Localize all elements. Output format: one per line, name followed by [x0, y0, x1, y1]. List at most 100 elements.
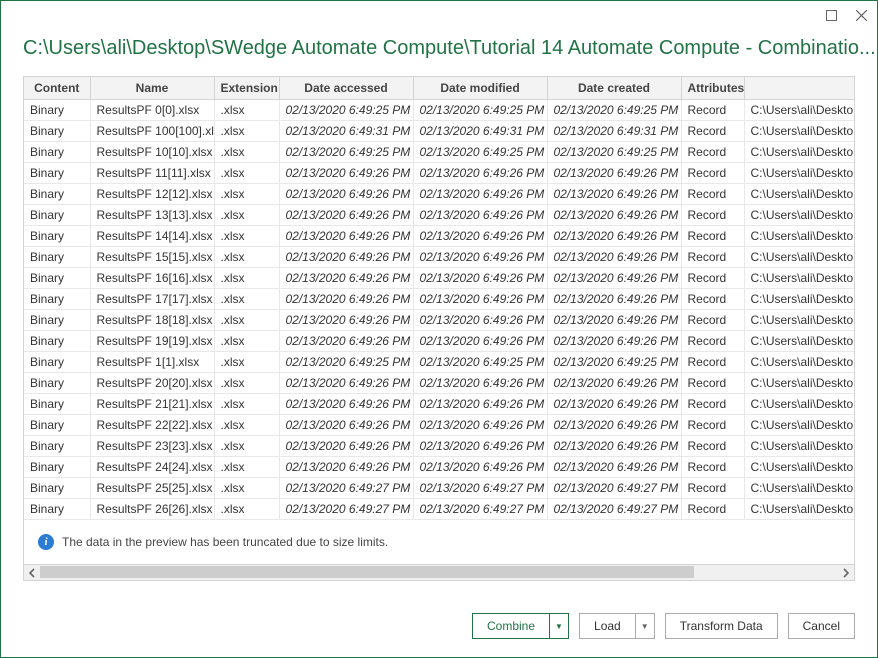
cell-path: C:\Users\ali\Deskto [744, 352, 854, 373]
cell-date-modified: 02/13/2020 6:49:26 PM [413, 289, 547, 310]
table-row[interactable]: BinaryResultsPF 22[22].xlsx.xlsx02/13/20… [24, 415, 854, 436]
cell-attributes: Record [681, 373, 744, 394]
load-button[interactable]: Load [579, 613, 635, 639]
scroll-track[interactable] [40, 565, 838, 580]
table-row[interactable]: BinaryResultsPF 13[13].xlsx.xlsx02/13/20… [24, 205, 854, 226]
cell-date-accessed: 02/13/2020 6:49:31 PM [279, 121, 413, 142]
horizontal-scrollbar[interactable] [23, 565, 855, 581]
table-row[interactable]: BinaryResultsPF 21[21].xlsx.xlsx02/13/20… [24, 394, 854, 415]
load-button-group: Load ▼ [579, 613, 655, 639]
cell-date-modified: 02/13/2020 6:49:26 PM [413, 163, 547, 184]
cell-date-accessed: 02/13/2020 6:49:26 PM [279, 205, 413, 226]
col-header-name[interactable]: Name [90, 77, 214, 100]
maximize-icon[interactable] [823, 7, 839, 23]
cell-extension: .xlsx [214, 415, 279, 436]
cell-date-created: 02/13/2020 6:49:26 PM [547, 310, 681, 331]
cell-content: Binary [24, 373, 90, 394]
table-row[interactable]: BinaryResultsPF 1[1].xlsx.xlsx02/13/2020… [24, 352, 854, 373]
cell-path: C:\Users\ali\Deskto [744, 205, 854, 226]
cell-extension: .xlsx [214, 247, 279, 268]
cell-name: ResultsPF 19[19].xlsx [90, 331, 214, 352]
cell-path: C:\Users\ali\Deskto [744, 142, 854, 163]
table-row[interactable]: BinaryResultsPF 17[17].xlsx.xlsx02/13/20… [24, 289, 854, 310]
cell-name: ResultsPF 12[12].xlsx [90, 184, 214, 205]
transform-data-button[interactable]: Transform Data [665, 613, 778, 639]
scroll-right-arrow-icon[interactable] [838, 565, 854, 580]
table-row[interactable]: BinaryResultsPF 16[16].xlsx.xlsx02/13/20… [24, 268, 854, 289]
cell-path: C:\Users\ali\Deskto [744, 478, 854, 499]
cell-name: ResultsPF 1[1].xlsx [90, 352, 214, 373]
cell-content: Binary [24, 331, 90, 352]
col-header-date-created[interactable]: Date created [547, 77, 681, 100]
close-icon[interactable] [853, 7, 869, 23]
cell-attributes: Record [681, 100, 744, 121]
col-header-date-modified[interactable]: Date modified [413, 77, 547, 100]
table-row[interactable]: BinaryResultsPF 26[26].xlsx.xlsx02/13/20… [24, 499, 854, 520]
info-bar: i The data in the preview has been trunc… [24, 520, 854, 564]
cell-extension: .xlsx [214, 205, 279, 226]
cell-date-modified: 02/13/2020 6:49:27 PM [413, 478, 547, 499]
cell-content: Binary [24, 226, 90, 247]
scroll-left-arrow-icon[interactable] [24, 565, 40, 580]
table-row[interactable]: BinaryResultsPF 24[24].xlsx.xlsx02/13/20… [24, 457, 854, 478]
button-bar: Combine ▼ Load ▼ Transform Data Cancel [1, 595, 877, 657]
cell-date-accessed: 02/13/2020 6:49:26 PM [279, 289, 413, 310]
cell-date-created: 02/13/2020 6:49:27 PM [547, 478, 681, 499]
cell-attributes: Record [681, 142, 744, 163]
scroll-thumb[interactable] [40, 566, 694, 578]
combine-button[interactable]: Combine [472, 613, 549, 639]
cell-date-modified: 02/13/2020 6:49:26 PM [413, 436, 547, 457]
cell-date-created: 02/13/2020 6:49:26 PM [547, 457, 681, 478]
cell-attributes: Record [681, 247, 744, 268]
col-header-path[interactable] [744, 77, 854, 100]
cell-extension: .xlsx [214, 184, 279, 205]
table-row[interactable]: BinaryResultsPF 15[15].xlsx.xlsx02/13/20… [24, 247, 854, 268]
table-row[interactable]: BinaryResultsPF 19[19].xlsx.xlsx02/13/20… [24, 331, 854, 352]
table-row[interactable]: BinaryResultsPF 0[0].xlsx.xlsx02/13/2020… [24, 100, 854, 121]
cell-content: Binary [24, 268, 90, 289]
cell-date-accessed: 02/13/2020 6:49:25 PM [279, 100, 413, 121]
cancel-button[interactable]: Cancel [788, 613, 855, 639]
cell-date-created: 02/13/2020 6:49:25 PM [547, 100, 681, 121]
cell-date-accessed: 02/13/2020 6:49:25 PM [279, 142, 413, 163]
col-header-attributes[interactable]: Attributes [681, 77, 744, 100]
cell-date-modified: 02/13/2020 6:49:31 PM [413, 121, 547, 142]
cell-content: Binary [24, 289, 90, 310]
cell-date-accessed: 02/13/2020 6:49:27 PM [279, 499, 413, 520]
combine-dropdown-icon[interactable]: ▼ [549, 613, 569, 639]
table-row[interactable]: BinaryResultsPF 25[25].xlsx.xlsx02/13/20… [24, 478, 854, 499]
cell-date-modified: 02/13/2020 6:49:26 PM [413, 205, 547, 226]
table-row[interactable]: BinaryResultsPF 11[11].xlsx.xlsx02/13/20… [24, 163, 854, 184]
cell-date-accessed: 02/13/2020 6:49:26 PM [279, 226, 413, 247]
col-header-content[interactable]: Content [24, 77, 90, 100]
cell-name: ResultsPF 22[22].xlsx [90, 415, 214, 436]
load-dropdown-icon[interactable]: ▼ [635, 613, 655, 639]
cell-extension: .xlsx [214, 310, 279, 331]
cell-extension: .xlsx [214, 142, 279, 163]
table-row[interactable]: BinaryResultsPF 20[20].xlsx.xlsx02/13/20… [24, 373, 854, 394]
cell-date-accessed: 02/13/2020 6:49:26 PM [279, 163, 413, 184]
cell-date-created: 02/13/2020 6:49:26 PM [547, 436, 681, 457]
cell-attributes: Record [681, 226, 744, 247]
dialog-window: C:\Users\ali\Desktop\SWedge Automate Com… [0, 0, 878, 658]
cell-path: C:\Users\ali\Deskto [744, 394, 854, 415]
table-header-row: Content Name Extension Date accessed Dat… [24, 77, 854, 100]
table-row[interactable]: BinaryResultsPF 14[14].xlsx.xlsx02/13/20… [24, 226, 854, 247]
table-row[interactable]: BinaryResultsPF 10[10].xlsx.xlsx02/13/20… [24, 142, 854, 163]
table-row[interactable]: BinaryResultsPF 100[100].xlsx.xlsx02/13/… [24, 121, 854, 142]
cell-name: ResultsPF 25[25].xlsx [90, 478, 214, 499]
cell-attributes: Record [681, 121, 744, 142]
cell-date-accessed: 02/13/2020 6:49:27 PM [279, 478, 413, 499]
col-header-extension[interactable]: Extension [214, 77, 279, 100]
cell-attributes: Record [681, 499, 744, 520]
col-header-date-accessed[interactable]: Date accessed [279, 77, 413, 100]
table-row[interactable]: BinaryResultsPF 18[18].xlsx.xlsx02/13/20… [24, 310, 854, 331]
table-row[interactable]: BinaryResultsPF 12[12].xlsx.xlsx02/13/20… [24, 184, 854, 205]
cell-extension: .xlsx [214, 436, 279, 457]
cell-attributes: Record [681, 331, 744, 352]
cell-date-accessed: 02/13/2020 6:49:26 PM [279, 184, 413, 205]
table-row[interactable]: BinaryResultsPF 23[23].xlsx.xlsx02/13/20… [24, 436, 854, 457]
cell-extension: .xlsx [214, 121, 279, 142]
cell-content: Binary [24, 121, 90, 142]
cell-content: Binary [24, 142, 90, 163]
